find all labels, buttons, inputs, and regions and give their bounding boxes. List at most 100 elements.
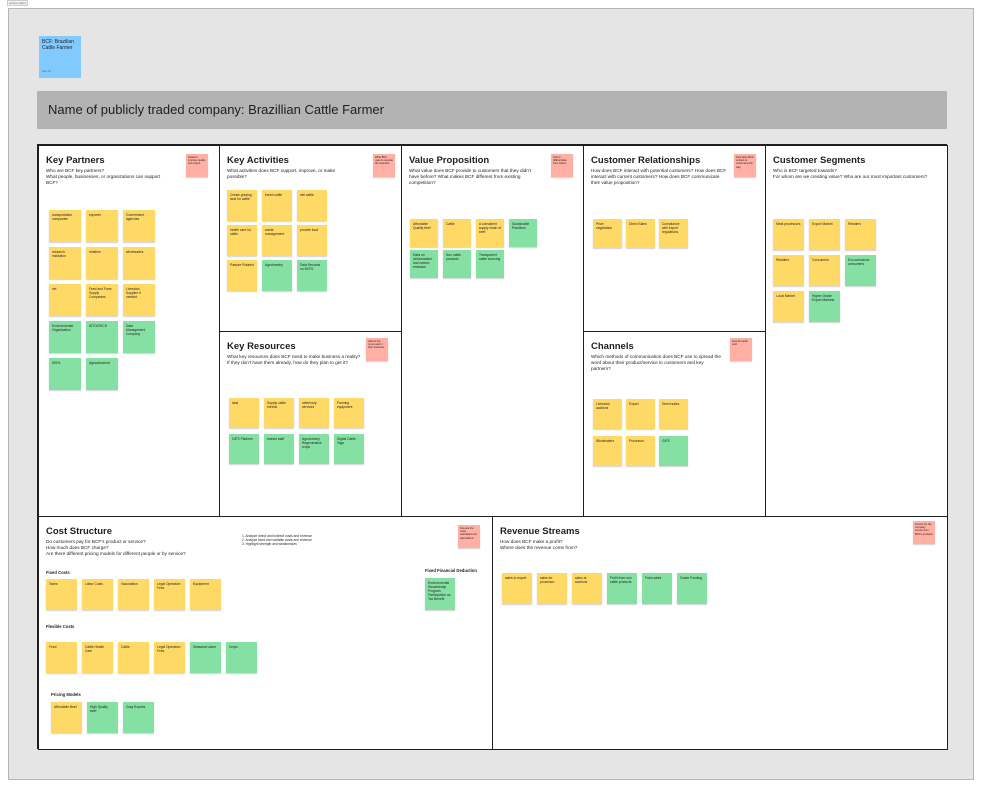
sticky-note[interactable]: Local Market [773,291,804,322]
sticky-note[interactable]: Meat processors [773,219,804,250]
sticky-note-text: Data Management Company [126,324,146,336]
hint-note[interactable]: Listed to improve quality and output [186,154,208,177]
header-sticky-note[interactable]: BCF: Brazilian Cattle Farmer Jake Ho [39,36,81,78]
sticky-note[interactable]: A consistent supply chain of beef [476,219,504,247]
sticky-note[interactable]: Agricultural ed [86,358,118,390]
sticky-note[interactable]: sell cattle [297,190,327,221]
sticky-note[interactable]: Crops [226,642,257,673]
sticky-note[interactable]: Gray Exports [123,702,154,733]
sticky-note[interactable]: Data on deforestation and carbon emissio… [410,250,438,278]
sticky-note[interactable]: Agroforestry [262,260,292,291]
company-title-bar[interactable]: Name of publicly traded company: Brazill… [37,91,947,129]
sticky-note-text: Taxes [49,582,58,586]
sticky-note[interactable]: Cattle [443,219,471,247]
sticky-note[interactable]: Export [626,399,655,429]
sticky-note[interactable]: Cattle Health Care [82,642,113,673]
sticky-note[interactable]: Legal Operation Fees [154,642,185,673]
sticky-note[interactable]: Direct Sales [626,219,655,248]
sticky-note[interactable]: sales to export [502,573,532,604]
sticky-note-text: Environmental Organization [52,324,74,332]
sticky-note-text: Price negotiation [596,222,613,230]
sticky-note[interactable]: Grade Funding [677,573,707,604]
sticky-note[interactable]: Wholesalers [593,436,622,466]
hint-note[interactable]: how are the costs calculated and rationa… [458,525,480,548]
section-key-activities: Key Activities What activities does BCF … [219,145,402,332]
sticky-note[interactable]: retailers [86,247,118,279]
sticky-note[interactable]: Farm sales [642,573,672,604]
sticky-note[interactable]: Labor Costs [82,579,113,610]
sticky-note[interactable]: sales at auctions [572,573,602,604]
sticky-note[interactable]: breed cattle [262,190,292,221]
sticky-note[interactable]: Transparent cattle sourcing [476,250,504,278]
sticky-note[interactable]: Livestock auctions [593,399,622,429]
sticky-note[interactable]: WTO/OECD [86,321,118,353]
sticky-note[interactable]: Cattle [118,642,149,673]
sticky-note[interactable]: land [229,398,259,428]
sticky-note[interactable]: trained staff [264,434,294,464]
sticky-note[interactable]: veterinary services [299,398,329,428]
hint-note[interactable]: Income for the company comes from BCF's … [913,521,935,544]
sticky-note[interactable]: Supply cattle breeds [264,398,294,428]
sticky-note[interactable]: provide food [297,225,327,256]
sticky-note[interactable]: Retailers [845,219,876,250]
sticky-note[interactable]: GIFS [659,436,688,466]
sticky-note-text: Data on deforestation and carbon emissio… [413,253,433,269]
sticky-note[interactable]: Taxes [46,579,77,610]
hint-note[interactable]: How does BCF contact to customers this w… [734,154,756,177]
hint-note[interactable]: What BCF uses to operate the business [373,154,395,177]
sticky-note[interactable]: Affordable Quality beef [410,219,438,247]
frame-label[interactable]: section label [7,0,28,6]
sticky-note[interactable]: Processor [626,436,655,466]
sticky-note[interactable]: Create grazing land for cattle [227,190,257,221]
sticky-note[interactable]: Non cattle products [443,250,471,278]
sticky-note[interactable]: Data Management Company [123,321,155,353]
sticky-note[interactable]: Environmental Organization [49,321,81,353]
sticky-note[interactable]: Pasture Rotated [227,260,257,291]
sticky-note[interactable]: GIFS Platform [229,434,259,464]
hint-note[interactable]: How do cattle sold [730,338,752,361]
sticky-note[interactable]: Affordable Beef [51,702,82,733]
sticky-note[interactable]: Feed and Farm Supply Companies [86,284,118,316]
sticky-note-text: land [232,401,239,405]
sticky-note[interactable]: Eco-conscious consumers [845,255,876,286]
hint-note[interactable]: what is the most used in their business [366,338,388,361]
sticky-note[interactable]: Higher Grade Export Markets [809,291,840,322]
sticky-note[interactable]: Digital Cattle Tags [334,434,364,464]
sticky-note[interactable]: sales for processor [537,573,567,604]
sticky-note[interactable]: Agroforestry Regenerative crops [299,434,329,464]
sticky-note[interactable]: Retailers [773,255,804,286]
sticky-note[interactable]: waste management [262,225,292,256]
sticky-note[interactable]: Farming equipment [334,398,364,428]
sticky-note-text: Cattle [446,222,455,226]
sticky-note[interactable]: High Quality beef [87,702,118,733]
sticky-note[interactable]: Profit from non cattle products [607,573,637,604]
board-frame[interactable]: BCF: Brazilian Cattle Farmer Jake Ho Nam… [8,8,974,780]
sticky-note[interactable]: research institution [49,247,81,279]
sticky-note[interactable]: health care for cattle [227,225,257,256]
sticky-note[interactable]: Environmental Stewardship Program Partic… [425,578,455,610]
sticky-note[interactable]: vet [49,284,81,316]
sticky-note[interactable]: Sustainable Practices [509,219,537,247]
sticky-note[interactable]: Price negotiation [593,219,622,248]
sticky-note-text: Livestock auctions [596,402,610,410]
sticky-note[interactable]: Vaccination [118,579,149,610]
sticky-note[interactable]: Export Market [809,219,840,250]
sticky-note[interactable]: transportation companies [49,210,81,242]
sticky-note[interactable]: Equipment [190,579,221,610]
sticky-note[interactable]: SEFA [49,358,81,390]
sticky-note-text: Direct sales [662,402,680,406]
sticky-note[interactable]: Livestock Supplier if needed [123,284,155,316]
sticky-note[interactable]: Legal Operation Fees [154,579,185,610]
sticky-note-text: Cattle Health Care [85,645,105,653]
sticky-note[interactable]: Consumers [809,255,840,286]
sticky-note[interactable]: Compliance with export regulations [659,219,688,248]
sticky-note[interactable]: Data Records on BCFS [297,260,327,291]
sticky-note[interactable]: Government agencies [123,210,155,242]
sticky-note[interactable]: wholesalers [123,247,155,279]
sticky-note[interactable]: exporter [86,210,118,242]
hint-note[interactable]: how to differentiate from others [551,154,573,177]
sticky-note[interactable]: Direct sales [659,399,688,429]
sticky-note-text: Export Market [812,222,833,226]
sticky-note[interactable]: Seasonal Labor [190,642,221,673]
sticky-note[interactable]: Feed [46,642,77,673]
